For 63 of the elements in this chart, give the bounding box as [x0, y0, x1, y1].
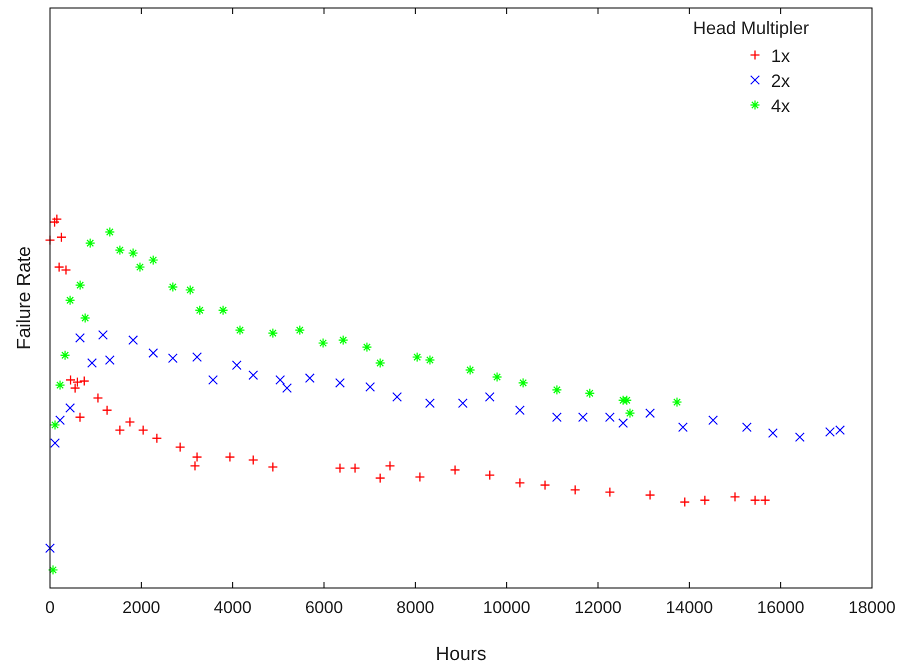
point	[645, 408, 655, 418]
point	[275, 375, 285, 385]
x-tick-label: 18000	[848, 598, 896, 617]
legend-label: 2x	[771, 71, 790, 91]
x-tick-label: 2000	[122, 598, 160, 617]
point	[458, 398, 468, 408]
point	[192, 352, 202, 362]
point	[365, 382, 375, 392]
x-tick-label: 6000	[305, 598, 343, 617]
x-tick-label: 10000	[483, 598, 530, 617]
legend-label: 4x	[771, 96, 790, 116]
point	[168, 354, 178, 363]
x-tick-label: 14000	[666, 598, 713, 617]
point	[138, 426, 148, 435]
legend-title: Head Multipler	[693, 18, 810, 38]
point	[552, 412, 562, 422]
point	[208, 375, 218, 385]
point	[515, 406, 525, 415]
point	[152, 434, 162, 443]
point	[75, 333, 85, 343]
point	[760, 496, 770, 505]
point	[376, 358, 385, 368]
point	[742, 422, 752, 432]
point	[60, 350, 70, 360]
x-tick-label: 0	[45, 598, 55, 617]
point	[392, 392, 402, 402]
point	[768, 428, 778, 438]
point	[485, 470, 494, 480]
point	[795, 432, 805, 442]
point	[248, 370, 258, 380]
point	[105, 355, 115, 365]
point	[835, 425, 845, 435]
point	[282, 383, 292, 393]
point	[825, 427, 835, 437]
point	[232, 360, 242, 370]
legend-label: 1x	[771, 46, 790, 66]
x-axis-title: Hours	[436, 644, 486, 664]
point	[425, 398, 435, 408]
x-tick-label: 8000	[396, 598, 434, 617]
point	[87, 358, 97, 368]
point	[98, 330, 108, 340]
x-tick-label: 16000	[757, 598, 804, 617]
point	[50, 438, 60, 448]
point	[148, 348, 158, 358]
point	[618, 418, 628, 428]
x-tick-label: 4000	[214, 598, 252, 617]
point	[708, 415, 718, 425]
point	[335, 378, 345, 388]
point	[605, 412, 615, 422]
point	[128, 335, 138, 345]
point	[485, 392, 494, 402]
point	[678, 422, 688, 432]
point	[52, 214, 62, 224]
point	[570, 485, 580, 494]
point	[578, 412, 588, 422]
y-axis-title: Failure Rate	[14, 246, 35, 350]
point	[65, 403, 75, 413]
point	[218, 306, 228, 315]
point	[305, 373, 315, 383]
point	[115, 426, 124, 435]
point	[700, 496, 710, 505]
x-tick-label: 12000	[574, 598, 622, 617]
point	[105, 228, 114, 237]
